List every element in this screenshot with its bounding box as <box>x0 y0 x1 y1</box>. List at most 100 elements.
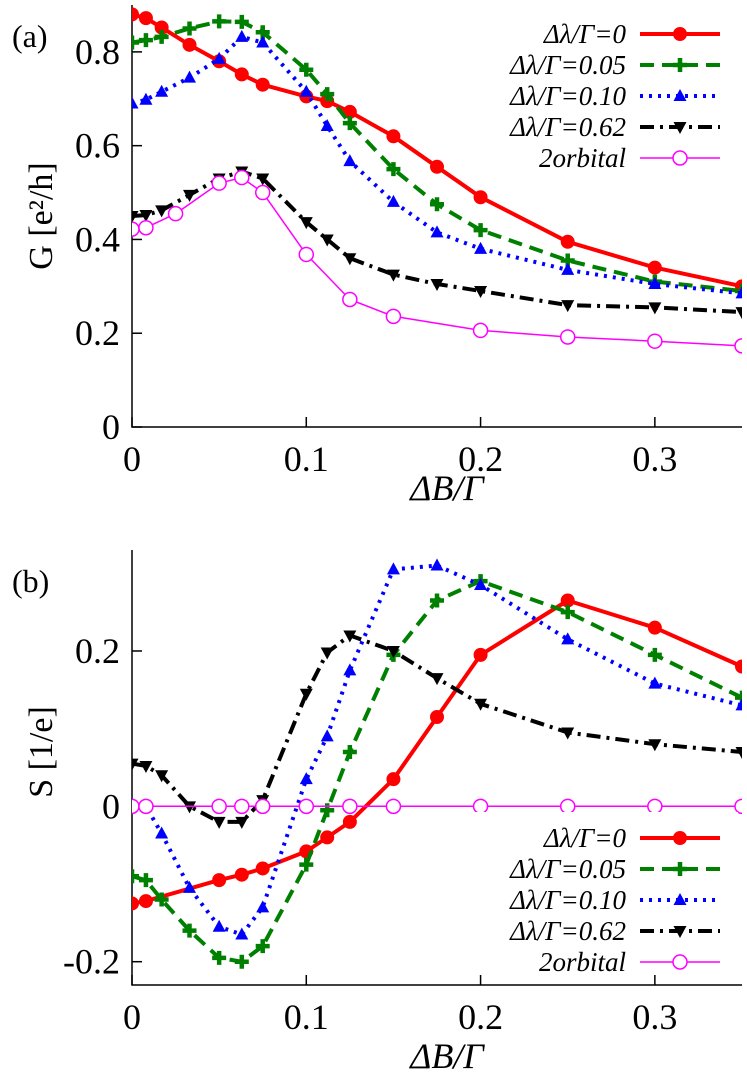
y-tick-label: -0.2 <box>63 942 120 982</box>
data-point <box>561 727 575 740</box>
data-point <box>211 175 227 191</box>
data-point <box>139 92 153 105</box>
data-point <box>154 892 169 907</box>
data-point <box>132 96 139 109</box>
data-point <box>735 286 742 299</box>
data-point <box>299 857 314 872</box>
data-point <box>385 798 402 815</box>
data-point <box>256 35 270 48</box>
data-point <box>734 798 742 815</box>
data-point <box>342 798 358 815</box>
data-point <box>648 676 662 689</box>
data-point <box>342 814 357 829</box>
data-point <box>385 308 402 325</box>
legend-label: Δλ/Γ=0.10 <box>509 81 626 111</box>
data-point <box>560 234 575 249</box>
data-point <box>234 67 249 82</box>
plot-area <box>132 558 742 969</box>
data-point <box>132 211 139 223</box>
data-point <box>474 286 488 299</box>
data-point <box>430 278 444 291</box>
data-point <box>386 562 400 575</box>
data-point <box>430 197 444 212</box>
data-point <box>647 333 663 349</box>
data-point <box>212 14 227 29</box>
data-point <box>182 21 197 36</box>
data-point <box>138 33 153 48</box>
data-point <box>735 746 742 759</box>
plot-area <box>132 7 742 354</box>
y-tick-label: 0 <box>102 786 120 826</box>
data-point <box>474 241 488 254</box>
data-point <box>561 262 575 275</box>
data-point <box>473 223 488 238</box>
data-point <box>647 647 662 662</box>
data-point <box>254 184 271 201</box>
x-tick-label: 0.1 <box>284 997 329 1037</box>
data-point <box>430 225 444 238</box>
data-point <box>132 221 140 237</box>
x-tick-label: 0 <box>123 439 141 479</box>
data-point <box>212 816 226 829</box>
y-axis-label: S [1/e] <box>23 706 60 798</box>
data-point <box>735 659 742 674</box>
data-point <box>212 919 226 932</box>
data-point <box>254 798 271 815</box>
data-point <box>474 698 488 711</box>
series-line <box>132 579 742 964</box>
data-point <box>430 159 444 174</box>
legend-label: 2orbital <box>539 947 626 977</box>
data-point <box>320 87 335 102</box>
data-point <box>320 118 334 131</box>
data-point <box>183 801 197 814</box>
data-point <box>320 234 334 247</box>
data-point <box>132 758 139 771</box>
data-point <box>386 772 401 787</box>
data-point <box>234 169 250 186</box>
data-point <box>343 663 357 676</box>
data-point <box>183 70 197 83</box>
data-point <box>299 688 313 701</box>
y-tick-label: 0.6 <box>75 126 120 166</box>
data-point <box>386 162 401 177</box>
data-point <box>735 284 742 299</box>
data-point <box>138 219 154 236</box>
data-point <box>298 246 315 263</box>
data-point <box>734 338 742 354</box>
panel-label: (b) <box>12 563 49 599</box>
x-tick-label: 0.3 <box>632 439 677 479</box>
data-point <box>155 826 169 839</box>
data-point <box>155 770 169 783</box>
series-line <box>132 169 742 315</box>
legend-marker <box>673 831 687 845</box>
data-point <box>299 217 313 230</box>
data-point <box>234 14 249 29</box>
data-point <box>735 307 742 320</box>
data-point <box>320 729 334 742</box>
data-point <box>430 673 444 686</box>
legend-marker <box>673 926 687 938</box>
data-point <box>342 291 358 308</box>
data-point <box>299 84 313 97</box>
data-point <box>386 645 400 658</box>
x-axis-label: ΔB/Γ <box>408 468 485 508</box>
data-point <box>212 51 226 64</box>
data-point <box>430 593 444 608</box>
data-point <box>183 880 197 893</box>
legend-marker <box>673 27 687 41</box>
x-tick-label: 0.2 <box>458 997 503 1037</box>
data-point <box>138 11 153 26</box>
data-point <box>235 927 249 940</box>
data-point <box>138 894 153 909</box>
data-point <box>182 37 197 52</box>
legend: Δλ/Γ=0Δλ/Γ=0.05Δλ/Γ=0.10Δλ/Γ=0.622orbita… <box>458 8 738 173</box>
data-point <box>472 798 489 815</box>
data-point <box>560 605 575 620</box>
data-point <box>234 954 249 969</box>
legend-label: Δλ/Γ=0.62 <box>509 112 626 142</box>
data-point <box>561 300 575 313</box>
data-point <box>211 798 227 815</box>
legend-label: Δλ/Γ=0.62 <box>509 916 626 946</box>
data-point <box>154 29 169 44</box>
